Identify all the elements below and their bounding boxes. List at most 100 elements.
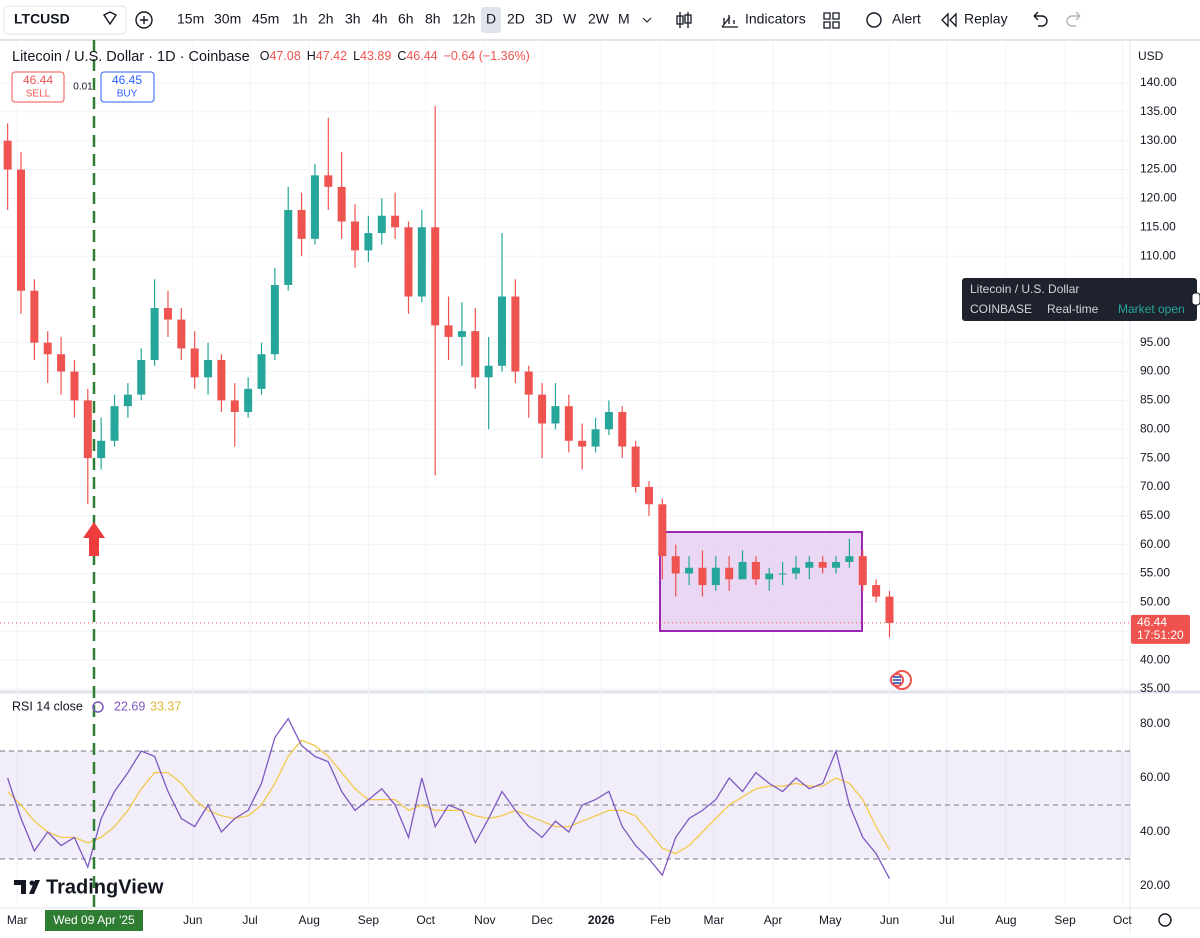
y-tick-label: 55.00 — [1140, 566, 1170, 580]
redo-icon[interactable] — [1066, 11, 1081, 27]
diamond-icon[interactable] — [102, 11, 118, 26]
buy-label[interactable]: BUY — [117, 89, 138, 100]
candle-body — [845, 556, 854, 562]
plus — [140, 16, 148, 24]
x-tick-label: Oct — [1113, 913, 1132, 927]
toolbar-button[interactable]: Replay — [964, 11, 1008, 27]
countdown: 17:51:20 — [1137, 628, 1184, 642]
candle-body — [778, 573, 787, 575]
layout-icon[interactable] — [823, 12, 840, 29]
x-tick-label: Nov — [474, 913, 495, 927]
candle-body — [484, 365, 493, 378]
buy-button[interactable] — [100, 71, 155, 103]
candle-body — [631, 446, 640, 487]
candle-body — [204, 359, 213, 378]
y-tick-label: 40.00 — [1140, 824, 1170, 838]
candle-body — [284, 209, 293, 285]
more-intervals[interactable] — [642, 17, 652, 23]
interval-button[interactable]: 3h — [345, 11, 361, 27]
y-tick-label: 125.00 — [1140, 162, 1177, 176]
compare-icon[interactable] — [135, 11, 153, 29]
interval-button[interactable]: 2D — [507, 11, 525, 27]
candle-body — [524, 371, 533, 395]
interval-button[interactable]: M — [618, 11, 630, 27]
candle-body — [16, 169, 25, 291]
candle-body — [591, 429, 600, 447]
currency[interactable]: USD — [1138, 49, 1164, 63]
candle-body — [738, 561, 747, 580]
settings-icon[interactable] — [1158, 913, 1172, 927]
candle-body — [538, 394, 547, 424]
sell-button[interactable] — [11, 71, 65, 103]
interval-button[interactable]: 1h — [292, 11, 308, 27]
candle-body — [257, 354, 266, 389]
interval-button[interactable]: 2h — [318, 11, 334, 27]
interval-button[interactable]: 8h — [425, 11, 441, 27]
symbol-tooltip: Litecoin / U.S. Dollar COINBASE Real-tim… — [962, 278, 1197, 321]
candle-body — [190, 348, 199, 378]
brand-logo-dot — [29, 880, 35, 886]
interval-button[interactable]: 6h — [398, 11, 414, 27]
range-rectangle[interactable] — [659, 531, 863, 632]
interval-button[interactable]: 45m — [252, 11, 279, 27]
brand-name: TradingView — [46, 876, 164, 898]
y-tick-label: 130.00 — [1140, 133, 1177, 147]
spread: 0.01 — [73, 82, 93, 93]
chart-type-icon[interactable] — [676, 12, 692, 28]
y-tick-label: 110.00 — [1140, 248, 1176, 262]
symbol-box[interactable] — [3, 5, 127, 35]
candle-body — [765, 573, 774, 580]
candle-body — [471, 331, 480, 378]
interval-button[interactable]: 2W — [588, 11, 610, 27]
candle-body — [123, 394, 132, 407]
replay-icon[interactable] — [941, 12, 957, 28]
interval-button[interactable]: 3D — [535, 11, 553, 27]
candle-body — [310, 175, 319, 239]
candle-body — [791, 567, 800, 574]
candle-body — [297, 209, 306, 239]
price-legend: Litecoin / U.S. Dollar · 1D · Coinbase O4… — [12, 49, 530, 65]
sell-price[interactable]: 46.44 — [23, 73, 53, 87]
alert-icon[interactable] — [866, 12, 882, 28]
y-tick-label: 65.00 — [1140, 508, 1170, 522]
x-tick-label: 2026 — [588, 913, 615, 927]
toolbar-button[interactable]: Indicators — [745, 11, 806, 27]
candle-body — [324, 175, 333, 187]
undo-icon[interactable] — [1033, 11, 1048, 27]
y-tick-label: 90.00 — [1140, 364, 1170, 378]
ohlc-value: 47.08 — [269, 49, 300, 63]
interval-button[interactable]: 4h — [372, 11, 388, 27]
candle-body — [244, 388, 253, 412]
x-tick-label: Jun — [183, 913, 202, 927]
interval-button[interactable]: 12h — [452, 11, 475, 27]
candle-body — [457, 331, 466, 337]
x-tick-label: Jun — [880, 913, 899, 927]
symbol[interactable]: LTCUSD — [14, 11, 70, 27]
buy-price[interactable]: 46.45 — [112, 73, 142, 87]
interval-button[interactable]: W — [563, 11, 577, 27]
arrow-up-drawing[interactable] — [83, 522, 105, 556]
candle-body — [498, 296, 507, 366]
candle-body — [417, 227, 426, 297]
ohlc-key: C — [397, 49, 406, 63]
candle-body — [270, 284, 279, 355]
y-tick-label: 85.00 — [1140, 393, 1170, 407]
x-tick-label: Mar — [704, 913, 725, 927]
interval-button[interactable]: 30m — [214, 11, 241, 27]
indicators-icon[interactable] — [721, 15, 738, 28]
candle-body — [217, 359, 226, 401]
tooltip-status: Market open — [1118, 302, 1185, 316]
sell-label[interactable]: SELL — [26, 89, 51, 100]
x-tick-label: Sep — [358, 913, 380, 927]
interval-button[interactable]: D — [486, 11, 496, 27]
candle-body — [564, 406, 573, 441]
candle-body — [97, 440, 106, 459]
candle-body — [391, 215, 400, 228]
x-tick-label: Mar — [7, 913, 28, 927]
candle-body — [698, 567, 707, 586]
toolbar-button[interactable]: Alert — [892, 11, 921, 27]
candle-body — [658, 504, 667, 557]
scroll-handle[interactable] — [1191, 292, 1200, 306]
interval-button[interactable]: 15m — [177, 11, 204, 27]
y-tick-label: 140.00 — [1140, 75, 1177, 89]
